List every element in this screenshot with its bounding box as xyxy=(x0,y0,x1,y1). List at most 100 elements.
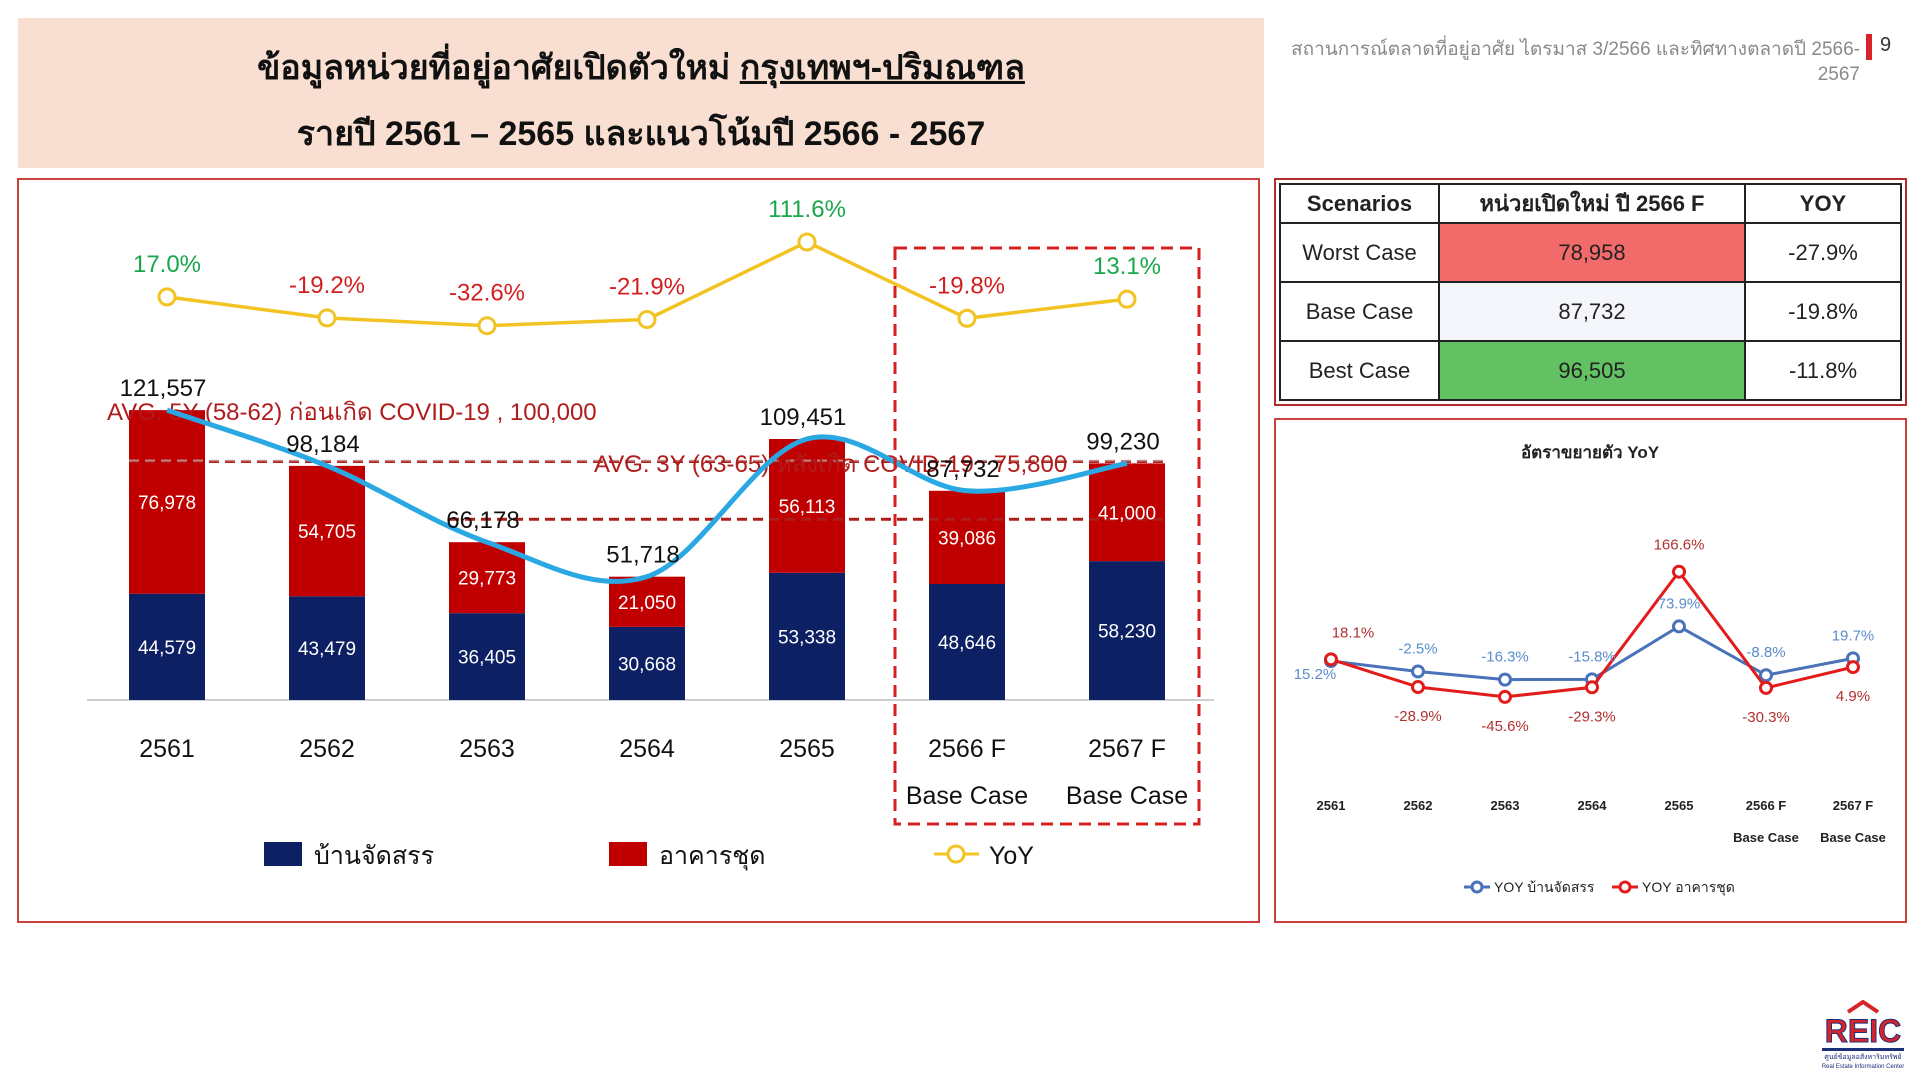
logo-underline xyxy=(1822,1048,1904,1051)
reference-label-5y: AVG. 5Y (58-62) ก่อนเกิด COVID-19 , 100,… xyxy=(107,399,597,426)
yoy-series-point xyxy=(1585,680,1599,695)
bar-house-label: 53,338 xyxy=(778,627,836,648)
bar-total-label: 51,718 xyxy=(606,542,679,569)
yoy-series-label: -8.8% xyxy=(1746,644,1785,661)
yoy-label: -21.9% xyxy=(609,273,685,300)
small-x-tick-label: 2563 xyxy=(1491,798,1520,813)
yoy-point xyxy=(637,309,657,329)
bar-house-label: 30,668 xyxy=(618,654,676,675)
bar-condo-label: 39,086 xyxy=(938,528,996,549)
bar-total-label: 109,451 xyxy=(760,404,847,431)
yoy-point xyxy=(477,316,497,336)
logo-caption: ศูนย์ข้อมูลอสังหาริมทรัพย์ xyxy=(1824,1053,1901,1061)
yoy-chart-panel: อัตราขยายตัว YoY 15.2% -2.5% -16.3% -15.8% 7… xyxy=(1274,418,1907,923)
bar-condo xyxy=(609,576,685,627)
main-chart: AVG. 5Y (58-62) ก่อนเกิด COVID-19 , 100,… xyxy=(87,196,1214,871)
yoy-line-chart: อัตราขยายตัว YoY 15.2% -2.5% -16.3% -15.8% 7… xyxy=(1294,443,1886,896)
small-x-tick-label: 2566 F xyxy=(1746,798,1787,813)
yoy-point xyxy=(157,287,177,307)
yoy-series-label: -28.9% xyxy=(1394,708,1442,725)
title-box: ข้อมูลหน่วยที่อยู่อาศัยเปิดตัวใหม่ กรุงเ… xyxy=(18,18,1264,168)
bar-house xyxy=(129,593,205,700)
scenario-row-worst: Worst Case 78,958 -27.9% xyxy=(1279,222,1902,283)
legend-label-house: บ้านจัดสรร xyxy=(314,842,434,870)
yoy-point xyxy=(957,308,977,328)
logo-roof-icon xyxy=(1846,1000,1880,1014)
x-tick-note: Base Case xyxy=(906,782,1028,810)
scenario-units: 96,505 xyxy=(1438,340,1746,401)
yoy-label: -19.8% xyxy=(929,272,1005,299)
small-x-tick-label: 2564 xyxy=(1578,798,1608,813)
title-prefix: ข้อมูลหน่วยที่อยู่อาศัยเปิดตัวใหม่ xyxy=(257,49,740,87)
yoy-series-label: -29.3% xyxy=(1568,708,1616,725)
yoy-point xyxy=(317,308,337,328)
yoy-series-label: 19.7% xyxy=(1832,627,1875,644)
scenario-table-panel: Scenarios หน่วยเปิดใหม่ ปี 2566 F YOY Wo… xyxy=(1274,178,1907,406)
reic-logo: REIC ศูนย์ข้อมูลอสังหาริมทรัพย์ Real Est… xyxy=(1822,1000,1904,1070)
yoy-label: 111.6% xyxy=(768,196,846,223)
bar-house xyxy=(609,626,685,700)
legend-marker-yoy xyxy=(946,844,966,864)
bar-house xyxy=(929,583,1005,700)
bar-total-label: 121,557 xyxy=(120,375,207,402)
bar-house xyxy=(449,613,525,700)
bar-house-label: 43,479 xyxy=(298,639,356,660)
small-legend-label: YOY บ้านจัดสรร xyxy=(1494,879,1595,895)
report-name: สถานการณ์ตลาดที่อยู่อาศัย ไตรมาส 3/2566 … xyxy=(1290,39,1860,85)
scenario-row-base: Base Case 87,732 -19.8% xyxy=(1279,281,1902,342)
yoy-series-point xyxy=(1498,689,1512,704)
bar-condo-label: 29,773 xyxy=(458,569,516,590)
x-tick-label: 2565 xyxy=(779,735,835,763)
scenario-yoy: -11.8% xyxy=(1744,340,1902,401)
bar-house-label: 58,230 xyxy=(1098,622,1156,643)
bar-house xyxy=(1089,561,1165,700)
bar-house xyxy=(769,572,845,700)
legend-label-yoy: YoY xyxy=(989,842,1034,870)
yoy-series-point xyxy=(1411,664,1425,679)
small-x-tick-label: 2561 xyxy=(1317,798,1346,813)
x-tick-label: 2564 xyxy=(619,735,675,763)
col-header-yoy: YOY xyxy=(1744,183,1902,224)
small-x-tick-label: 2565 xyxy=(1665,798,1694,813)
yoy-series-label: -2.5% xyxy=(1398,640,1437,657)
col-header-units: หน่วยเปิดใหม่ ปี 2566 F xyxy=(1438,183,1746,224)
yoy-series-point xyxy=(1759,680,1773,695)
bar-house-label: 44,579 xyxy=(138,638,196,659)
bar-total-label: 87,732 xyxy=(926,456,999,483)
bar-house-label: 48,646 xyxy=(938,633,996,654)
x-tick-label: 2566 F xyxy=(928,735,1006,763)
page-number: 9 xyxy=(1880,34,1892,56)
small-x-tick-note: Base Case xyxy=(1820,830,1886,845)
logo-text: REIC xyxy=(1825,1013,1901,1049)
bar-condo-label: 76,978 xyxy=(138,493,196,514)
x-tick-label: 2562 xyxy=(299,735,355,763)
yoy-series-label: 73.9% xyxy=(1658,595,1701,612)
legend-swatch-house xyxy=(264,842,302,866)
bar-total-label: 99,230 xyxy=(1086,428,1159,455)
small-legend-marker xyxy=(1470,880,1484,894)
scenario-yoy: -19.8% xyxy=(1744,281,1902,342)
bar-condo-label: 41,000 xyxy=(1098,503,1156,524)
scenario-name: Worst Case xyxy=(1279,222,1440,283)
scenario-units: 78,958 xyxy=(1438,222,1746,283)
page-accent-bar xyxy=(1866,34,1872,60)
yoy-series-point xyxy=(1672,619,1686,634)
x-tick-label: 2561 xyxy=(139,735,195,763)
bar-total-label: 66,178 xyxy=(446,507,519,534)
legend-swatch-condo xyxy=(609,842,647,866)
yoy-label: 13.1% xyxy=(1093,253,1161,280)
small-x-tick-note: Base Case xyxy=(1733,830,1799,845)
scenario-header-row: Scenarios หน่วยเปิดใหม่ ปี 2566 F YOY xyxy=(1279,183,1902,224)
total-trend-line xyxy=(166,407,1128,584)
bar-condo-label: 56,113 xyxy=(779,497,836,518)
bar-condo xyxy=(129,410,205,594)
scenario-units: 87,732 xyxy=(1438,281,1746,342)
small-legend-marker xyxy=(1618,880,1632,894)
reference-label-3y: AVG. 3Y (63-65) หลังเกิด COVID-19 , 75,8… xyxy=(594,451,1067,478)
logo-caption-en: Real Estate Information Center xyxy=(1822,1064,1904,1070)
bar-house-label: 36,405 xyxy=(458,648,516,669)
scenario-row-best: Best Case 96,505 -11.8% xyxy=(1279,340,1902,401)
yoy-series-label: -16.3% xyxy=(1481,649,1529,666)
x-tick-note: Base Case xyxy=(1066,782,1188,810)
yoy-chart-title: อัตราขยายตัว YoY xyxy=(1521,443,1660,462)
